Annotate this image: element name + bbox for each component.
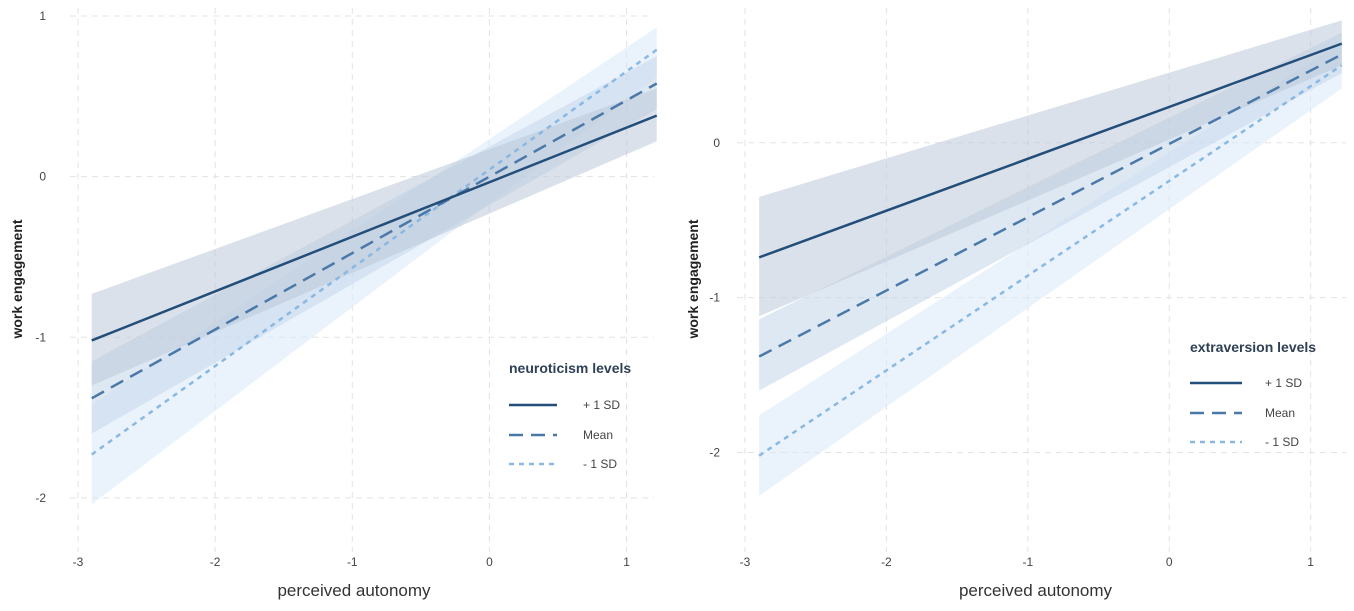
series-line bbox=[758, 42, 1343, 259]
x-tick-label: 1 bbox=[623, 555, 630, 569]
legend-label: - 1 SD bbox=[583, 457, 617, 471]
legend-label: Mean bbox=[1265, 406, 1295, 420]
confidence-band bbox=[759, 20, 1342, 317]
series-line bbox=[91, 82, 658, 400]
x-tick-label: -1 bbox=[347, 555, 358, 569]
x-tick-label: -3 bbox=[740, 555, 751, 569]
x-tick-label: -3 bbox=[73, 555, 84, 569]
confidence-band bbox=[91, 88, 657, 386]
chart-panel-2: -3 -2 -1 0 1 0 -1 -2 perceived autonomy work enga… bbox=[685, 8, 1346, 600]
legend-label: + 1 SD bbox=[583, 398, 620, 412]
legend-label: + 1 SD bbox=[1265, 376, 1302, 390]
x-tick-label: 0 bbox=[486, 555, 493, 569]
x-tick-label: -1 bbox=[1022, 555, 1033, 569]
legend-label: - 1 SD bbox=[1265, 435, 1299, 449]
legend-title: extraversion levels bbox=[1190, 339, 1316, 355]
legend: extraversion levels + 1 SD Mean - 1 SD bbox=[1190, 339, 1316, 449]
y-axis-title: work engagement bbox=[685, 219, 701, 339]
legend-label: Mean bbox=[583, 428, 613, 442]
y-axis-title: work engagement bbox=[9, 219, 25, 339]
y-tick-label: -2 bbox=[35, 491, 46, 505]
series-line bbox=[91, 114, 658, 342]
x-axis-title: perceived autonomy bbox=[959, 581, 1113, 600]
series-line bbox=[758, 64, 1343, 457]
x-tick-label: -2 bbox=[881, 555, 892, 569]
y-tick-label: 0 bbox=[39, 170, 46, 184]
y-tick-label: 0 bbox=[713, 136, 720, 150]
y-tick-label: -1 bbox=[35, 330, 46, 344]
x-tick-label: 0 bbox=[1166, 555, 1173, 569]
legend-title: neuroticism levels bbox=[509, 360, 631, 376]
y-tick-label: -2 bbox=[709, 446, 720, 460]
confidence-band bbox=[759, 42, 1342, 496]
x-tick-label: -2 bbox=[210, 555, 221, 569]
y-tick-label: -1 bbox=[709, 291, 720, 305]
legend: neuroticism levels + 1 SD Mean - 1 SD bbox=[509, 360, 631, 471]
x-tick-label: 1 bbox=[1307, 555, 1314, 569]
x-axis-title: perceived autonomy bbox=[277, 581, 431, 600]
y-tick-label: 1 bbox=[39, 9, 46, 23]
chart-panel-1: -3 -2 -1 0 1 1 0 -1 -2 perceived autonomy work eng… bbox=[9, 8, 658, 600]
